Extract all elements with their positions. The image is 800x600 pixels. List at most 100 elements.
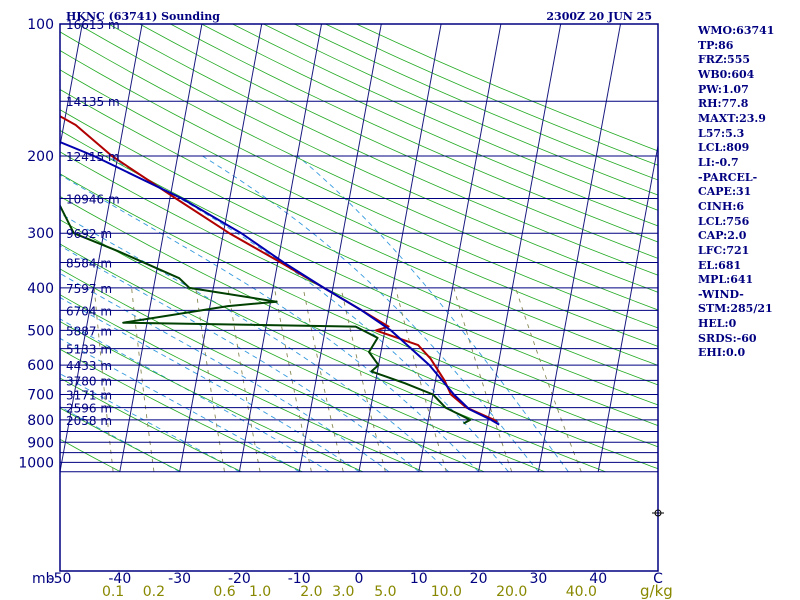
temperature-tick-label: -10 bbox=[288, 571, 311, 587]
mixing-ratio-line bbox=[227, 287, 261, 472]
height-label: 16613 m bbox=[66, 18, 120, 32]
mixing-ratio-lines bbox=[93, 287, 582, 472]
height-label: 4433 m bbox=[66, 359, 112, 373]
dry-adiabat-line bbox=[60, 377, 242, 473]
temperature-tick-label: -30 bbox=[168, 571, 191, 587]
height-label: 9692 m bbox=[66, 227, 112, 241]
dry-adiabat-line bbox=[60, 243, 545, 473]
dry-adiabat-line bbox=[60, 151, 658, 427]
sounding-index-line: MPL:641 bbox=[698, 273, 754, 287]
dry-adiabats bbox=[60, 24, 658, 473]
dry-adiabat-line bbox=[201, 24, 658, 227]
pressure-tick-label: 400 bbox=[27, 281, 54, 297]
sounding-index-line: MAXT:23.9 bbox=[698, 111, 766, 125]
height-label: 10946 m bbox=[66, 193, 120, 207]
pressure-tick-label: 600 bbox=[27, 358, 54, 374]
temperature-tick-label: 0 bbox=[355, 571, 364, 587]
height-label: 6704 m bbox=[66, 304, 112, 318]
sounding-index-line: LCL:756 bbox=[698, 214, 750, 228]
height-label: 7597 m bbox=[66, 282, 112, 296]
moist-adiabat-line bbox=[60, 406, 180, 473]
isotherm-line bbox=[358, 24, 442, 472]
dry-adiabat-line bbox=[170, 24, 658, 243]
isotherm-line bbox=[60, 24, 83, 149]
mixing-ratio-label: 5.0 bbox=[374, 584, 396, 600]
isotherm-line bbox=[298, 24, 382, 472]
isotherms bbox=[0, 24, 658, 472]
height-label: 8584 m bbox=[66, 257, 112, 271]
station-title: HKNC (63741) Sounding bbox=[66, 10, 220, 23]
isotherm-line bbox=[0, 24, 23, 472]
parcel-profile bbox=[60, 140, 500, 426]
height-label: 3780 m bbox=[66, 374, 112, 388]
mixing-ratio-line bbox=[131, 287, 155, 472]
valid-time: 2300Z 20 JUN 25 bbox=[546, 10, 652, 23]
dry-adiabat-line bbox=[60, 438, 121, 473]
isotherm-line bbox=[179, 24, 263, 472]
pressure-tick-labels: 100 200 300 400 500 600 700 800 900 1000 bbox=[18, 17, 54, 471]
dry-adiabat-line bbox=[60, 321, 363, 473]
temperature-tick-label: 40 bbox=[589, 571, 607, 587]
plot-frame bbox=[59, 23, 659, 572]
mixing-ratio-label: 0.1 bbox=[102, 584, 124, 600]
pressure-tick-label: 800 bbox=[27, 413, 54, 429]
sounding-index-line: EHI:0.0 bbox=[698, 346, 746, 360]
mixing-ratio-label: 2.0 bbox=[300, 584, 322, 600]
sounding-index-line: -WIND- bbox=[698, 287, 744, 301]
dry-adiabat-line bbox=[60, 294, 424, 473]
height-label: 5133 m bbox=[66, 343, 112, 357]
mixing-ratio-label: 3.0 bbox=[332, 584, 354, 600]
temperature-tick-label: -50 bbox=[49, 571, 72, 587]
dewpoint-profile bbox=[60, 203, 472, 425]
isotherm-line bbox=[418, 24, 502, 472]
moist-adiabats bbox=[60, 155, 569, 473]
temperature-tick-label: -40 bbox=[108, 571, 131, 587]
pressure-tick-label: 900 bbox=[27, 435, 54, 451]
temperature-tick-label: -20 bbox=[228, 571, 251, 587]
sounding-index-line: HEL:0 bbox=[698, 317, 737, 331]
height-label: 3171 m bbox=[66, 389, 112, 403]
sounding-index-line: RH:77.8 bbox=[698, 97, 749, 111]
sounding-index-line: SRDS:-60 bbox=[698, 331, 757, 345]
moist-adiabat-line bbox=[202, 155, 539, 472]
dry-adiabat-line bbox=[60, 219, 606, 473]
dry-adiabat-line bbox=[60, 69, 658, 347]
height-labels: 16613 m 14135 m 12415 m 10946 m 9692 m 8584 m… bbox=[66, 18, 120, 428]
dry-adiabat-line bbox=[60, 31, 658, 311]
mixing-ratio-label: 1.0 bbox=[249, 584, 271, 600]
isotherm-line bbox=[119, 24, 203, 472]
mixing-ratio-line bbox=[195, 287, 225, 472]
height-label: 5887 m bbox=[66, 324, 112, 338]
pressure-tick-label: 700 bbox=[27, 388, 54, 404]
height-label: 2596 m bbox=[66, 402, 112, 416]
sounding-index-line: EL:681 bbox=[698, 258, 742, 272]
sounding-index-line: PW:1.07 bbox=[698, 82, 749, 96]
pressure-tick-label: 1000 bbox=[18, 455, 54, 471]
dry-adiabat-line bbox=[77, 24, 658, 293]
temperature-tick-label: 30 bbox=[529, 571, 547, 587]
sounding-index-line: CAP:2.0 bbox=[698, 229, 747, 243]
mixing-ratio-line bbox=[395, 287, 447, 472]
moist-adiabat-line bbox=[60, 318, 330, 473]
sounding-index-line: LCL:809 bbox=[698, 141, 750, 155]
pressure-unit-label: mb bbox=[32, 571, 55, 587]
isotherm-line bbox=[238, 24, 322, 472]
pressure-tick-label: 300 bbox=[27, 226, 54, 242]
moist-adiabat-line bbox=[60, 296, 360, 473]
sounding-index-line: LI:-0.7 bbox=[698, 155, 739, 169]
dry-adiabat-line bbox=[60, 407, 182, 473]
temperature-tick-labels: -50 -40 -30 -20 -10 0 10 20 30 40 C bbox=[49, 571, 664, 587]
height-label: 2058 m bbox=[66, 414, 112, 428]
sounding-index-line: LFC:721 bbox=[698, 243, 750, 257]
pressure-tick-label: 500 bbox=[27, 323, 54, 339]
mixing-ratio-line bbox=[93, 287, 114, 472]
mixing-ratio-line bbox=[340, 287, 386, 472]
mixing-ratio-line bbox=[302, 287, 344, 472]
sounding-index-line: -PARCEL- bbox=[698, 170, 758, 184]
isotherm-line bbox=[537, 24, 621, 472]
wind-marker bbox=[652, 509, 664, 517]
moist-adiabat-line bbox=[60, 245, 420, 473]
sounding-indices-panel: WMO:63741 TP:86 FRZ:555 WB0:604 PW:1.07 RH:77… bbox=[698, 24, 774, 361]
mixing-ratio-label: 0.6 bbox=[213, 584, 235, 600]
